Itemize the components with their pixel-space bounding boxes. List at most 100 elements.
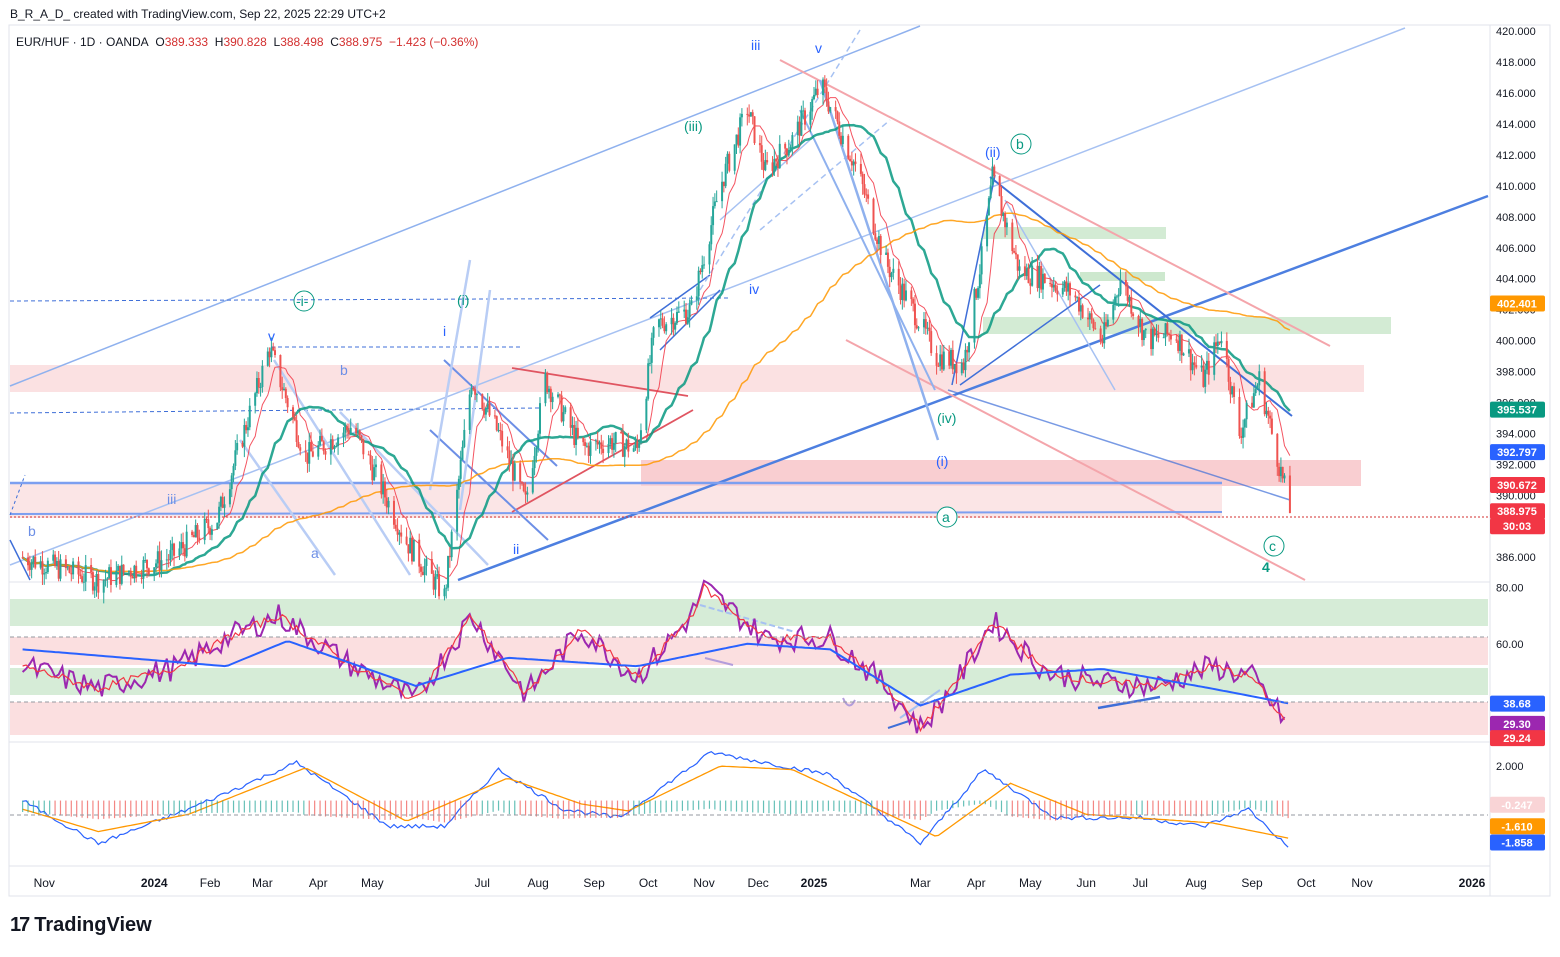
candle-body [306, 452, 309, 464]
candle-body [219, 496, 222, 507]
candle-body [904, 290, 907, 301]
macd-tag: -1.858 [1501, 838, 1532, 850]
candle-body [77, 561, 80, 575]
candle-body [194, 525, 197, 538]
candle-body [1231, 386, 1234, 395]
candle-body [865, 194, 868, 196]
candle-body [715, 201, 718, 203]
candle-body [355, 427, 358, 434]
time-tick-label: Aug [528, 876, 549, 890]
candle-body [438, 574, 441, 597]
time-tick-label: May [1019, 876, 1042, 890]
candle-body [1132, 313, 1135, 317]
candle-body [245, 424, 248, 431]
price-tick-label: 398.000 [1496, 367, 1536, 379]
candle-body [690, 300, 693, 305]
candle-body [52, 554, 55, 561]
price-tag-box [1490, 444, 1545, 461]
candle-body [1078, 297, 1081, 312]
candle-body [1229, 381, 1232, 395]
candle-body [1202, 365, 1205, 387]
candle-body [445, 587, 448, 589]
candle-body [928, 327, 931, 332]
candle-body [156, 551, 159, 564]
candle-body [1068, 283, 1071, 296]
candle-body [1027, 268, 1030, 284]
price-tick-label: 418.000 [1496, 57, 1536, 69]
candle-body [506, 446, 509, 451]
candle-body [551, 396, 554, 403]
candle-body [182, 542, 185, 549]
candle-body [535, 447, 538, 456]
candle-body [425, 559, 428, 566]
candle-body [196, 525, 199, 538]
candle-body [191, 531, 194, 536]
candle-body [960, 362, 963, 374]
candle-body [1182, 353, 1185, 356]
candle-body [739, 117, 742, 146]
candle-body [205, 518, 208, 520]
candle-body [122, 564, 125, 573]
candle-body [1252, 393, 1255, 408]
candle-body [620, 432, 623, 434]
wave-label: v [268, 328, 275, 344]
tradingview-logo[interactable]: 17 TradingView [10, 914, 152, 937]
price-tick-label: 394.000 [1496, 428, 1536, 440]
candle-body [142, 560, 145, 579]
wave-label: b [1016, 136, 1024, 152]
candle-body [1225, 340, 1228, 360]
candle-body [400, 532, 403, 537]
candle-body [118, 565, 121, 584]
candle-body [54, 554, 57, 567]
candle-body [571, 425, 574, 428]
candle-body [558, 394, 561, 396]
chart-caption: B_R_A_D_ created with TradingView.com, S… [10, 7, 386, 21]
candle-body [670, 317, 673, 325]
candle-body [1094, 328, 1097, 330]
candle-body [329, 439, 332, 455]
candle-body [776, 161, 779, 169]
oscillator-lines [21, 579, 1289, 848]
candle-body [733, 144, 736, 171]
candle-body [1043, 273, 1046, 283]
candle-body [1164, 323, 1167, 338]
candle-body [82, 581, 85, 583]
candle-body [537, 433, 540, 448]
candle-body [627, 439, 630, 452]
candle-body [1189, 349, 1192, 371]
candle-body [499, 430, 502, 432]
candle-body [594, 440, 597, 442]
candle-body [91, 572, 94, 591]
candle-body [663, 325, 666, 332]
candle-body [1153, 328, 1156, 336]
candle-body [1254, 389, 1257, 394]
price-tick-label: 412.000 [1496, 150, 1536, 162]
candle-body [657, 319, 660, 328]
candle-body [1213, 342, 1216, 375]
candle-body [232, 465, 235, 476]
candle-body [337, 437, 340, 447]
candle-body [791, 135, 794, 147]
symbol-name[interactable]: EUR/HUF · 1D · OANDA [16, 35, 149, 49]
candle-body [1092, 319, 1095, 329]
candle-body [1191, 362, 1194, 371]
price-tag-box [1490, 295, 1545, 312]
candle-body [493, 415, 496, 417]
candle-body [589, 441, 592, 456]
candle-body [203, 518, 206, 541]
wave-labels: iii v (iii) iv (ii) b -i- (i) i v b iii … [28, 37, 1285, 575]
candle-body [796, 121, 799, 136]
candle-body [115, 570, 118, 585]
candle-body [614, 432, 617, 443]
candle-body [331, 439, 334, 449]
time-tick-label: Nov [34, 876, 55, 890]
candle-body [358, 430, 361, 436]
wave-label: iii [751, 37, 760, 53]
time-tick-label: Sep [1241, 876, 1263, 890]
candle-body [834, 107, 837, 112]
candle-body [683, 309, 686, 312]
candle-body [39, 561, 42, 568]
candle-body [57, 560, 60, 579]
candle-body [661, 318, 664, 326]
